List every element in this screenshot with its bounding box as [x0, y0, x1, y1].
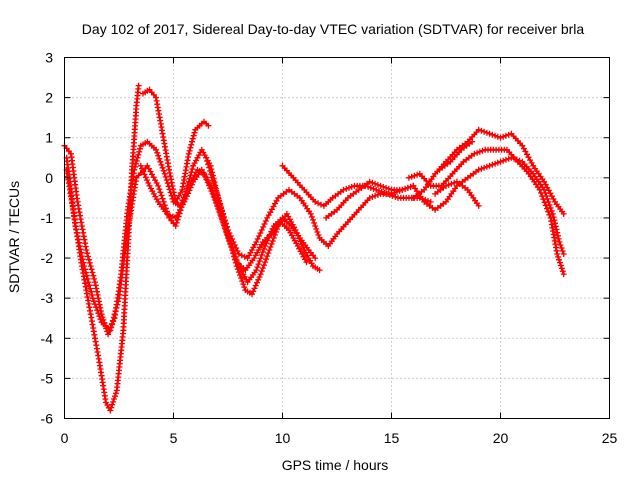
x-tick-label: 20	[493, 430, 509, 446]
x-axis-title: GPS time / hours	[282, 457, 389, 473]
series-satellite-track-13	[436, 138, 476, 173]
y-tick-label: -6	[41, 411, 54, 427]
x-tick-label: 0	[61, 430, 69, 446]
y-tick-label: -1	[41, 210, 54, 226]
series-satellite-track-2	[63, 82, 142, 414]
x-tick-label: 5	[170, 430, 178, 446]
x-tick-label: 10	[275, 430, 291, 446]
series-line	[63, 140, 317, 336]
x-tick-label: 25	[602, 430, 618, 446]
y-tick-label: -5	[41, 370, 54, 386]
axis-ticks: 0 5 10 15 20 25 -6 -5 -4 -3 -2 -1 0 1 2 3	[41, 50, 618, 447]
series-markers	[63, 82, 142, 414]
series-satellite-track-3	[140, 86, 212, 205]
series-satellite-track-11	[410, 126, 567, 217]
series-satellite-track-12	[432, 178, 482, 209]
chart-title: Day 102 of 2017, Sidereal Day-to-day VTE…	[82, 21, 585, 37]
series-markers	[203, 154, 406, 262]
series-markers	[140, 86, 212, 205]
series-markers	[399, 154, 567, 257]
y-tick-label: 1	[45, 130, 53, 146]
y-tick-label: 2	[45, 90, 53, 106]
series-markers	[405, 146, 567, 278]
series-markers	[137, 162, 310, 274]
series-markers	[436, 138, 476, 173]
series-satellite-track-6	[203, 154, 406, 262]
y-tick-label: 3	[45, 50, 53, 66]
y-tick-label: 0	[45, 170, 53, 186]
x-tick-label: 15	[384, 430, 400, 446]
plot-frame	[64, 57, 610, 419]
data-series	[61, 82, 567, 414]
series-markers	[432, 178, 482, 209]
series-satellite-track-10	[405, 146, 567, 278]
y-tick-label: -2	[41, 250, 54, 266]
y-axis-title: SDTVAR / TECUs	[6, 181, 22, 293]
series-markers	[410, 126, 567, 217]
y-tick-label: -3	[41, 290, 54, 306]
grid	[64, 57, 610, 419]
series-markers	[63, 146, 323, 334]
series-satellite-track-4	[63, 146, 323, 334]
y-tick-label: -4	[41, 330, 54, 346]
series-satellite-track-9	[399, 154, 567, 257]
